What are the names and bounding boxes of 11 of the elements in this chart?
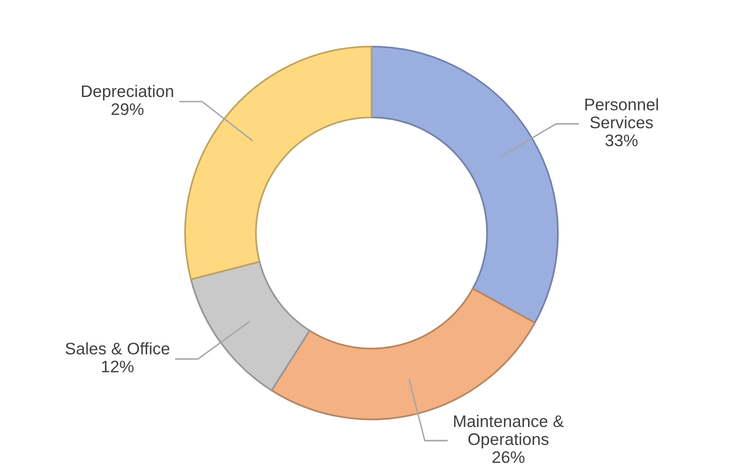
data-label: 12%	[102, 360, 134, 372]
data-label: 33%	[605, 134, 638, 146]
slice-label: Depreciation	[82, 84, 174, 100]
slice-label: Personnel Services	[585, 98, 658, 128]
slice-label: Maintenance & Operations	[454, 414, 564, 448]
slice-label: Sales & Office	[66, 342, 170, 354]
donut-slice	[190, 260, 310, 392]
data-label: 26%	[492, 451, 524, 464]
donut-slice	[184, 46, 372, 280]
data-label: 29%	[112, 103, 144, 116]
donut-slice	[370, 46, 559, 324]
